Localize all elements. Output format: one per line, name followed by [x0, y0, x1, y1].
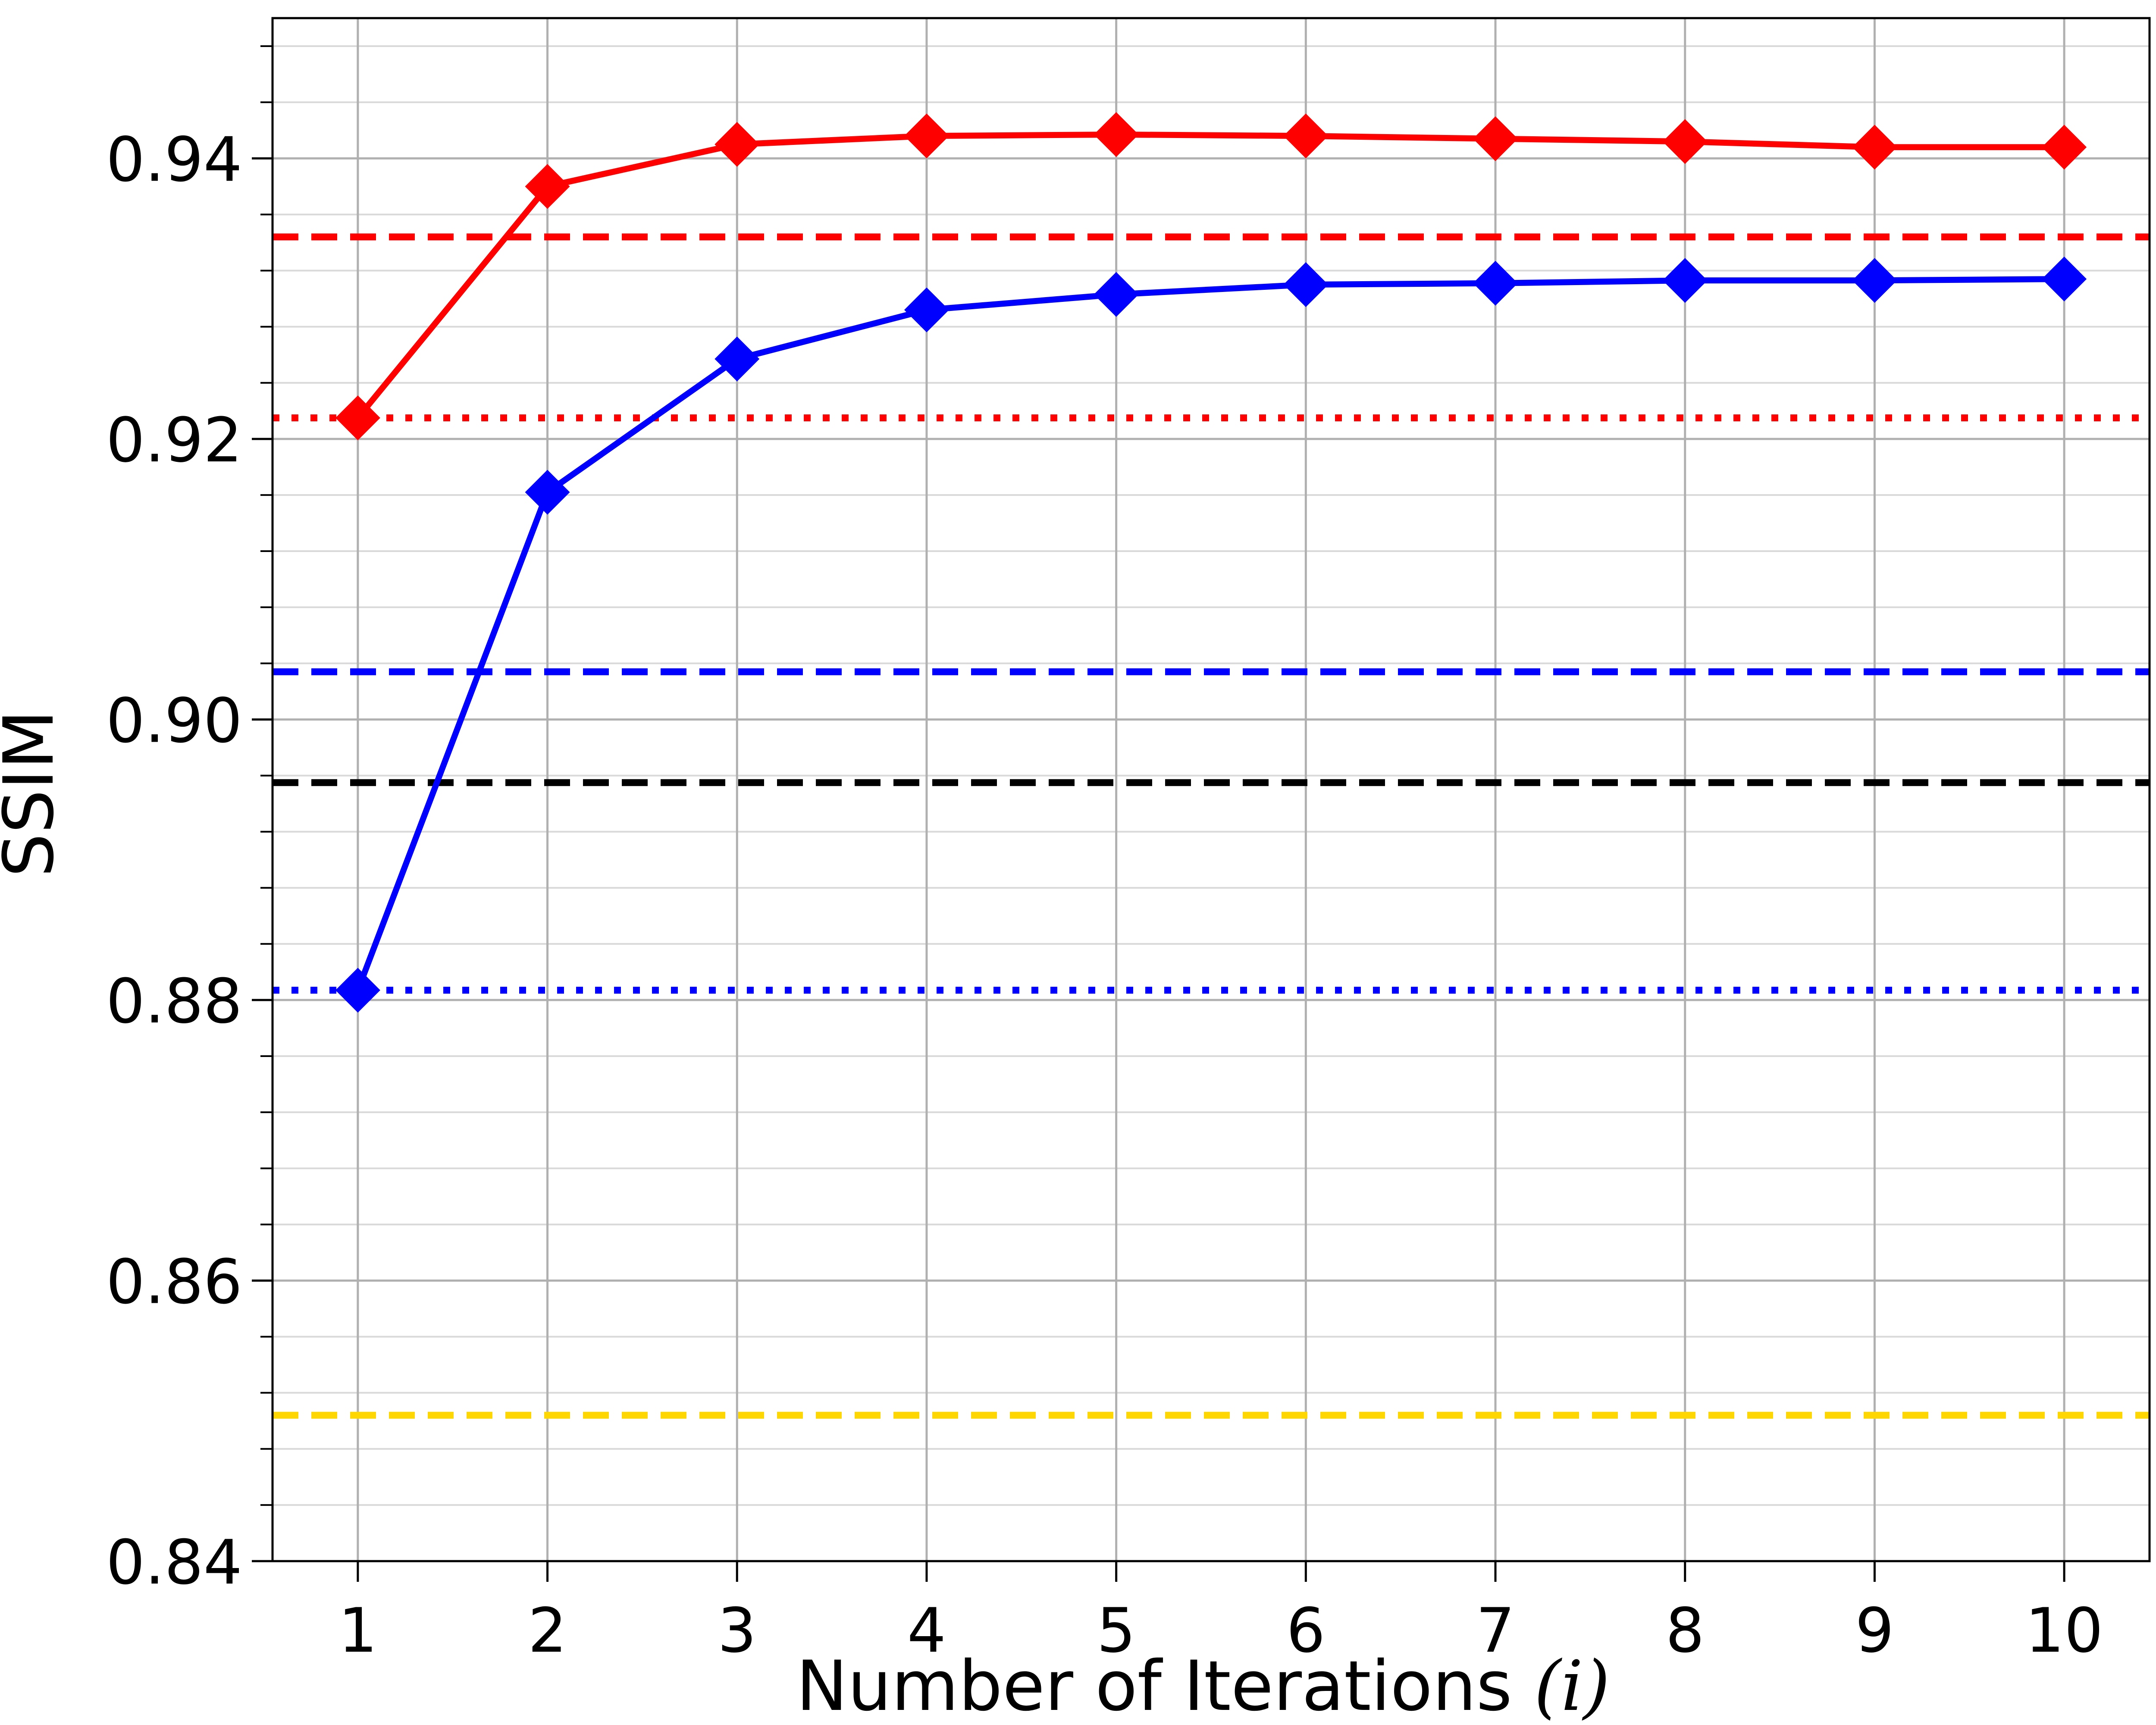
x-tick-label: 9: [1855, 1595, 1894, 1666]
x-tick-label: 8: [1666, 1595, 1705, 1666]
y-tick-label: 0.94: [106, 124, 242, 195]
series-1-marker: [1283, 113, 1329, 159]
plot-frame: [271, 17, 2151, 1562]
series-2-marker: [714, 336, 760, 382]
series-1-marker: [904, 113, 949, 159]
series-line-2: [355, 276, 2065, 991]
y-tick-label: 0.86: [106, 1246, 242, 1317]
series-1-marker: [1473, 116, 1518, 161]
x-tick-label: 7: [1476, 1595, 1515, 1666]
series-1-marker: [714, 122, 760, 167]
axis-ticks: [252, 45, 2065, 1582]
y-tick-label: 0.92: [106, 405, 242, 476]
series-2-marker: [335, 968, 380, 1013]
series-2-marker: [1852, 258, 1897, 303]
series-1-marker: [335, 395, 380, 441]
major-grid: [273, 18, 2150, 1562]
minor-grid: [273, 45, 2150, 1506]
x-tick-label: 3: [718, 1595, 756, 1666]
series-2-marker: [2042, 257, 2087, 302]
x-tick-label: 10: [2025, 1595, 2103, 1666]
series-2-marker: [1662, 258, 1708, 303]
series-2-marker: [525, 470, 570, 515]
data-series: [335, 112, 2087, 1013]
series-1-marker: [1662, 119, 1708, 164]
series-line-1: [355, 131, 2065, 420]
y-tick-label: 0.90: [106, 685, 242, 756]
x-tick-label: 4: [907, 1595, 946, 1666]
series-2-marker: [1094, 272, 1139, 317]
series-2-marker: [1473, 260, 1518, 306]
series-2-marker: [904, 287, 949, 332]
series-1-marker: [2042, 125, 2087, 170]
x-tick-label: 1: [338, 1595, 377, 1666]
series-1-marker: [525, 164, 570, 209]
series-1-marker: [1094, 112, 1139, 157]
series-2-marker: [1283, 262, 1329, 307]
series-1-marker: [1852, 125, 1897, 170]
x-tick-label: 5: [1097, 1595, 1135, 1666]
tick-labels: 0.84 0.86 0.88 0.90 0.92 0.94 1 2 3 4 5 6 7 8 9 10: [106, 124, 2103, 1666]
y-axis-title: SSIM: [0, 710, 69, 877]
x-tick-label: 2: [528, 1595, 567, 1666]
reference-lines: [273, 233, 2150, 1419]
y-tick-label: 0.84: [106, 1527, 242, 1598]
x-axis-title: Number of Iterations (i): [796, 1646, 1610, 1725]
y-tick-label: 0.88: [106, 966, 242, 1037]
x-tick-label: 6: [1286, 1595, 1325, 1666]
